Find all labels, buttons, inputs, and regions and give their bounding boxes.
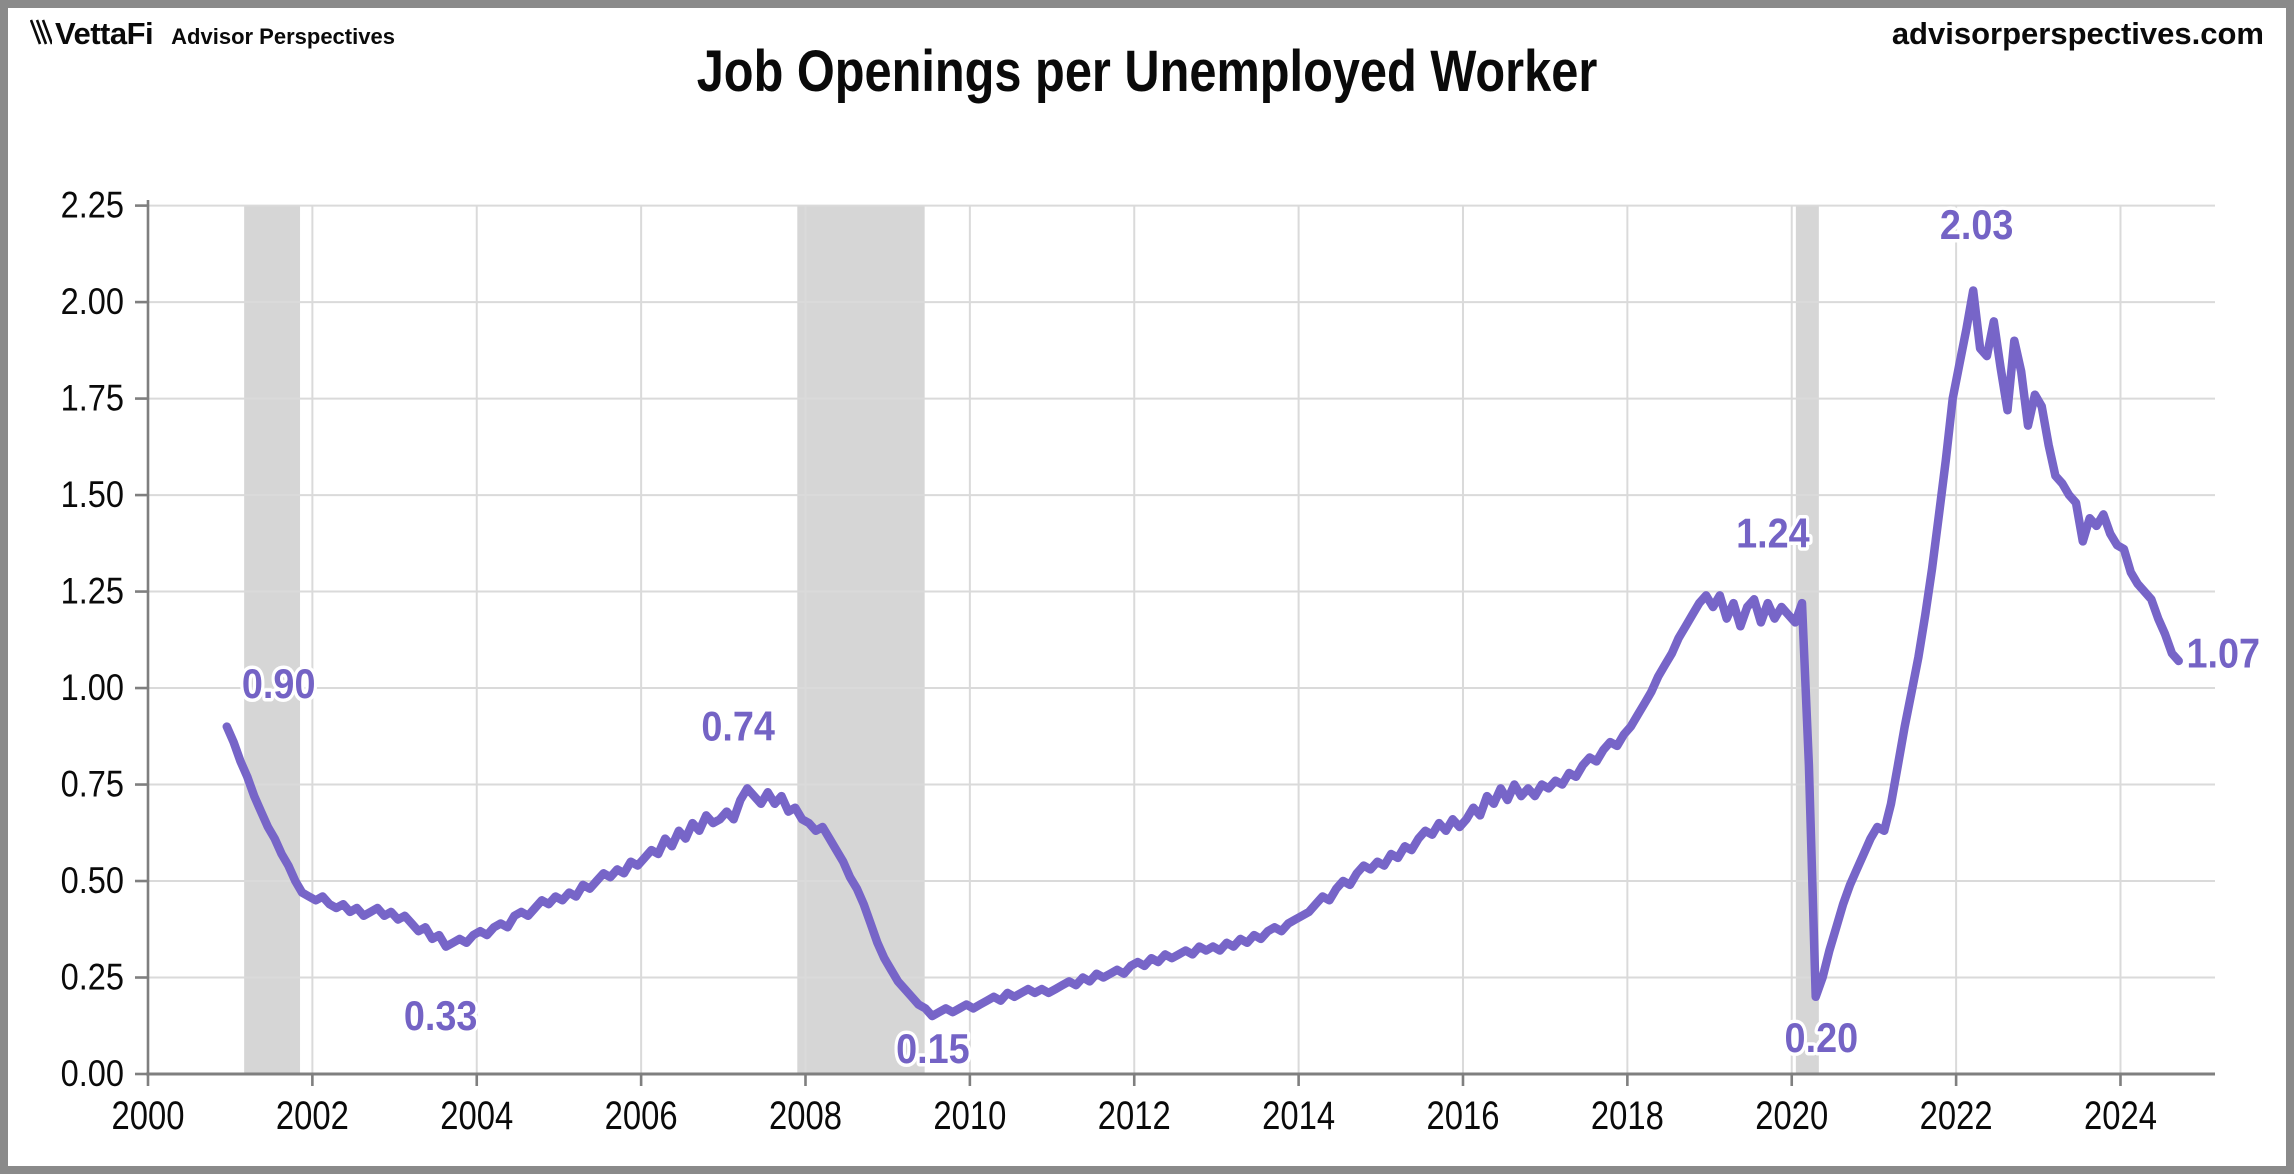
y-tick-label-text: 1.50 xyxy=(61,474,124,515)
x-tick-label-text: 2000 xyxy=(112,1093,185,1138)
y-tick-label: 1.50 xyxy=(61,474,124,515)
y-tick-label-text: 0.50 xyxy=(61,860,124,901)
annotation-text: 1.07 xyxy=(2186,631,2260,677)
x-tick-label: 2014 xyxy=(1262,1093,1335,1138)
y-tick-label-text: 2.00 xyxy=(61,281,124,322)
y-tick-label-text: 2.25 xyxy=(61,185,124,226)
tick-labels: 0.00 0.25 0.50 0.75 1.00 1.25 1.50 1.75 2.00 2.25… xyxy=(61,185,2157,1138)
y-tick-label: 0.75 xyxy=(61,764,124,805)
y-tick-label: 0.00 xyxy=(61,1053,124,1094)
data-line xyxy=(222,286,2183,1021)
x-tick-label: 2010 xyxy=(933,1093,1006,1138)
y-tick-label: 0.50 xyxy=(61,860,124,901)
y-tick-label: 1.00 xyxy=(61,667,124,708)
x-tick-label: 2020 xyxy=(1755,1093,1828,1138)
annotation-text: 0.90 xyxy=(242,661,316,707)
x-tick-label: 2000 xyxy=(112,1093,185,1138)
y-tick-label: 1.25 xyxy=(61,571,124,612)
annotation-label: 0.33 xyxy=(400,990,480,1043)
y-tick-label-text: 1.75 xyxy=(61,378,124,419)
site-url: advisorperspectives.com xyxy=(1891,16,2264,51)
axes xyxy=(135,200,2215,1086)
annotation-text: 0.15 xyxy=(896,1026,970,1072)
annotation-label: 0.20 xyxy=(1781,1012,1861,1065)
annotation-label: 2.03 xyxy=(1937,199,2017,252)
y-tick-label-text: 0.75 xyxy=(61,764,124,805)
x-tick-label: 2012 xyxy=(1098,1093,1171,1138)
x-tick-label-text: 2004 xyxy=(440,1093,513,1138)
annotation-label: 0.15 xyxy=(893,1023,973,1076)
x-tick-label: 2008 xyxy=(769,1093,842,1138)
annotation-text: 1.24 xyxy=(1736,511,1810,557)
y-tick-label: 0.25 xyxy=(61,957,124,998)
logo-primary-text: VettaFi xyxy=(55,16,154,51)
x-tick-label: 2004 xyxy=(440,1093,513,1138)
x-tick-label: 2016 xyxy=(1427,1093,1500,1138)
logo-secondary-text: Advisor Perspectives xyxy=(171,24,395,49)
y-tick-label: 1.75 xyxy=(61,378,124,419)
x-tick-label: 2024 xyxy=(2084,1093,2157,1138)
recession-band xyxy=(797,205,925,1075)
x-tick-label-text: 2022 xyxy=(1920,1093,1993,1138)
annotation-text: 2.03 xyxy=(1940,202,2014,248)
vettafi-logo: VettaFi Advisor Perspectives xyxy=(30,16,395,52)
vettafi-hatch-icon xyxy=(30,19,52,45)
x-tick-label: 2022 xyxy=(1920,1093,1993,1138)
annotation-label: 0.90 xyxy=(239,658,319,711)
x-tick-label-text: 2008 xyxy=(769,1093,842,1138)
annotation-label: 0.74 xyxy=(698,701,778,754)
y-tick-label: 2.25 xyxy=(61,185,124,226)
x-tick-label: 2018 xyxy=(1591,1093,1664,1138)
chart-title: Job Openings per Unemployed Worker xyxy=(696,39,1598,104)
x-tick-label-text: 2006 xyxy=(605,1093,678,1138)
annotation-text: 0.33 xyxy=(404,993,478,1039)
x-tick-label-text: 2020 xyxy=(1755,1093,1828,1138)
x-tick-label-text: 2024 xyxy=(2084,1093,2157,1138)
y-tick-label-text: 1.00 xyxy=(61,667,124,708)
y-tick-label-text: 0.25 xyxy=(61,957,124,998)
data-series xyxy=(222,286,2183,1021)
y-tick-label-text: 1.25 xyxy=(61,571,124,612)
recession-band xyxy=(244,205,301,1075)
x-tick-label-text: 2010 xyxy=(933,1093,1006,1138)
x-tick-label-text: 2014 xyxy=(1262,1093,1335,1138)
x-tick-label-text: 2018 xyxy=(1591,1093,1664,1138)
annotations: 0.90 0.33 0.74 0.15 1.24 0.20 2.03 1.07 xyxy=(239,199,2264,1076)
annotation-text: 0.74 xyxy=(701,704,775,750)
y-tick-label-text: 0.00 xyxy=(61,1053,124,1094)
annotation-label: 1.24 xyxy=(1733,508,1813,561)
x-tick-label-text: 2012 xyxy=(1098,1093,1171,1138)
recession-bands xyxy=(244,205,1819,1075)
x-tick-label-text: 2002 xyxy=(276,1093,349,1138)
annotation-label: 1.07 xyxy=(2183,627,2263,680)
annotation-text: 0.20 xyxy=(1785,1015,1859,1061)
y-tick-label: 2.00 xyxy=(61,281,124,322)
x-tick-label: 2002 xyxy=(276,1093,349,1138)
x-tick-label: 2006 xyxy=(605,1093,678,1138)
x-tick-label-text: 2016 xyxy=(1427,1093,1500,1138)
